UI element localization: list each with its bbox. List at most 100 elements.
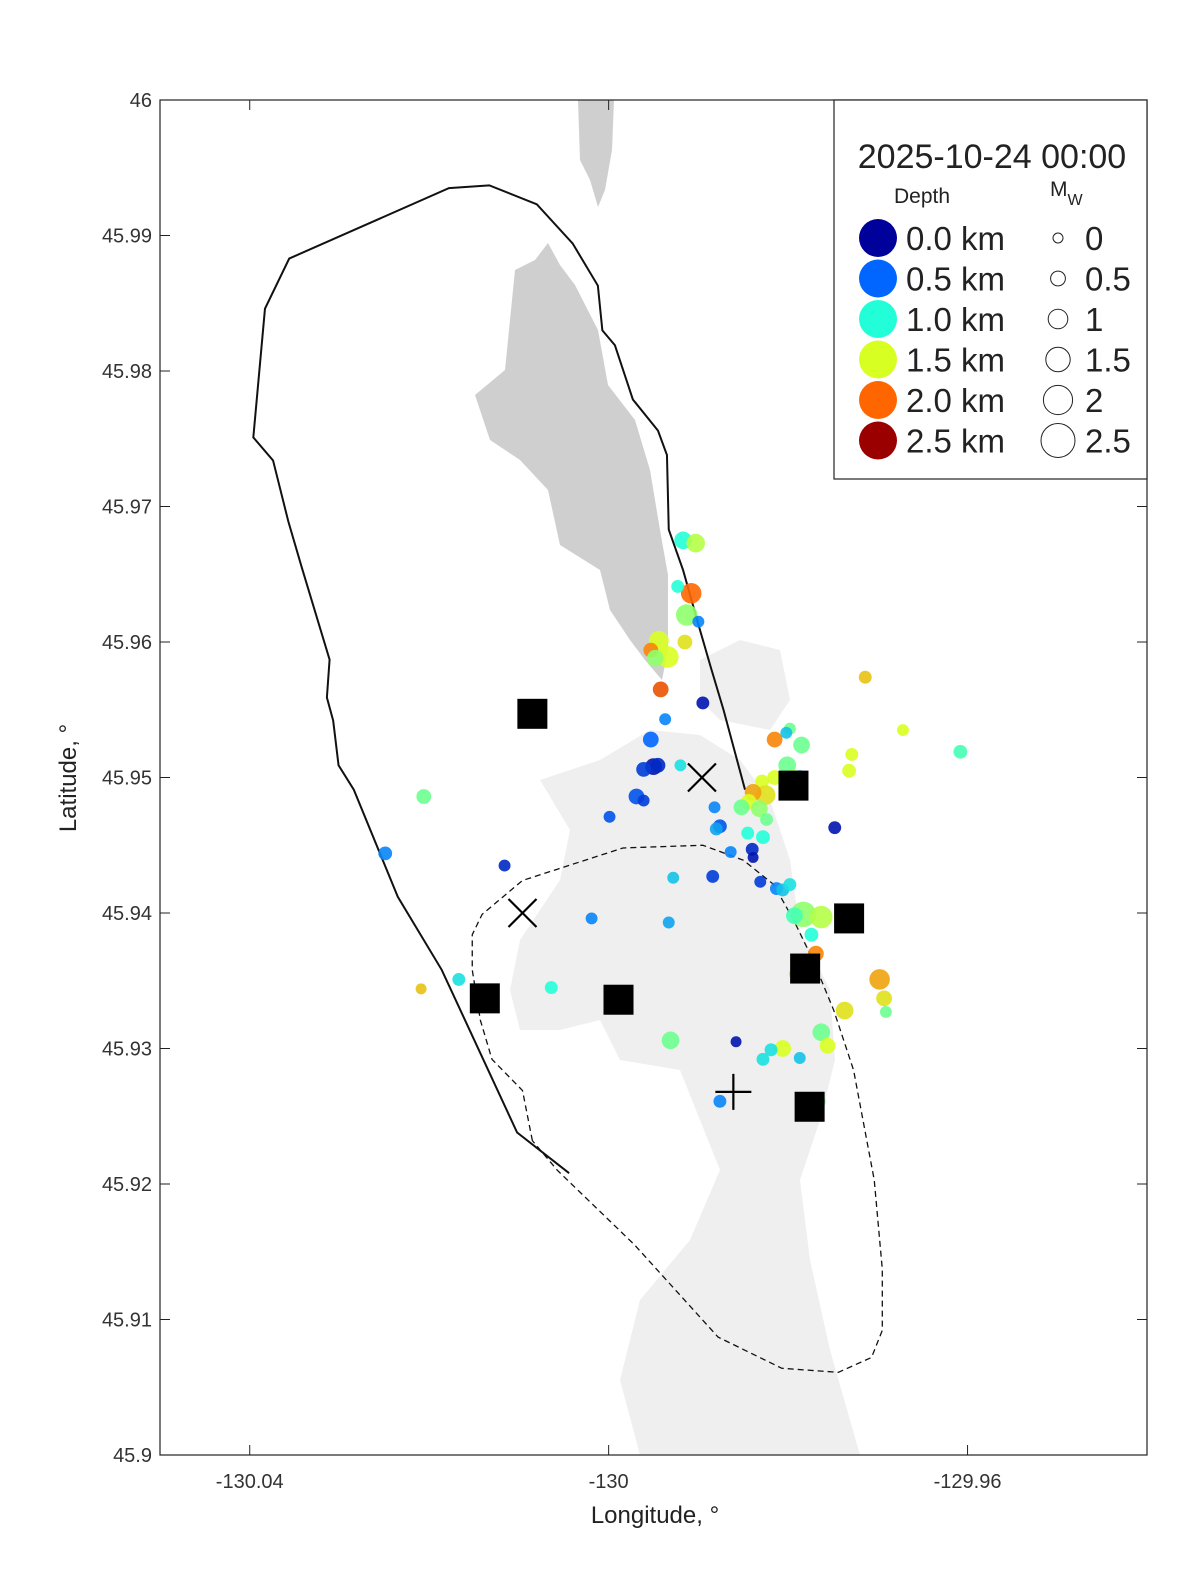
depth-swatch bbox=[859, 259, 897, 298]
outlines bbox=[252, 184, 883, 1374]
event bbox=[804, 927, 819, 942]
depth-swatch bbox=[859, 219, 897, 257]
depth-label: 2.5 km bbox=[906, 423, 1005, 460]
event bbox=[415, 983, 427, 995]
x-tick-label: -129.96 bbox=[934, 1471, 1002, 1493]
event bbox=[786, 907, 803, 925]
mw-swatch bbox=[1042, 384, 1074, 416]
event bbox=[636, 761, 652, 777]
y-tick-label: 45.95 bbox=[102, 768, 152, 790]
legend-title: 2025-10-24 00:00 bbox=[858, 138, 1126, 176]
event bbox=[416, 789, 432, 804]
mw-swatch bbox=[1040, 423, 1076, 458]
event bbox=[709, 822, 723, 836]
markers bbox=[469, 698, 865, 1122]
event bbox=[793, 1052, 806, 1064]
depth-swatch bbox=[859, 381, 897, 419]
event bbox=[671, 580, 685, 593]
event bbox=[767, 770, 783, 785]
event bbox=[708, 801, 721, 814]
station bbox=[794, 1091, 825, 1122]
event bbox=[810, 905, 833, 929]
plus-marker bbox=[715, 1073, 752, 1110]
mw-swatch bbox=[1050, 270, 1066, 287]
mw-swatch bbox=[1047, 308, 1069, 330]
event bbox=[760, 813, 773, 826]
event bbox=[774, 1040, 792, 1057]
mw-title-main: M bbox=[1050, 178, 1068, 201]
depth-label: 1.0 km bbox=[906, 301, 1005, 338]
station bbox=[469, 983, 500, 1014]
depth-swatch bbox=[859, 421, 897, 460]
station bbox=[790, 953, 821, 984]
x-tick-label: -130.04 bbox=[216, 1471, 284, 1493]
event bbox=[674, 759, 687, 772]
event bbox=[696, 696, 710, 710]
mw-label: 0.5 bbox=[1085, 261, 1131, 298]
event bbox=[780, 726, 793, 739]
outline bbox=[252, 184, 746, 1174]
x-tick-label: -130 bbox=[589, 1471, 629, 1493]
y-tick-label: 45.91 bbox=[102, 1310, 152, 1332]
event bbox=[896, 724, 909, 737]
mw-label: 0 bbox=[1085, 220, 1103, 257]
station bbox=[603, 984, 634, 1015]
event bbox=[498, 859, 511, 872]
event bbox=[680, 582, 702, 604]
event bbox=[642, 731, 659, 748]
event bbox=[876, 990, 892, 1007]
axes: -130.04 -130 -129.96 45.9 45.91 45.92 45.93 45.… bbox=[102, 90, 1147, 1493]
event bbox=[751, 800, 768, 818]
event bbox=[879, 1005, 892, 1018]
event bbox=[659, 713, 672, 726]
shallow-region bbox=[510, 730, 860, 1455]
event bbox=[858, 670, 872, 684]
y-tick-label: 45.9 bbox=[113, 1445, 152, 1467]
event bbox=[869, 969, 890, 990]
event bbox=[756, 1052, 770, 1066]
event bbox=[378, 846, 393, 861]
event bbox=[585, 912, 598, 925]
event bbox=[756, 830, 770, 845]
mw-title: MW bbox=[1050, 178, 1084, 209]
event bbox=[650, 757, 666, 773]
depth-label: 0.5 km bbox=[906, 261, 1005, 298]
event bbox=[819, 1037, 836, 1054]
station bbox=[778, 770, 809, 801]
depth-swatch bbox=[859, 300, 897, 338]
mw-title-sub: W bbox=[1068, 192, 1084, 209]
y-tick-label: 45.93 bbox=[102, 1039, 152, 1061]
depth-label: 2.0 km bbox=[906, 382, 1005, 419]
event bbox=[544, 981, 558, 994]
event bbox=[764, 1043, 778, 1057]
mw-label: 1.5 bbox=[1085, 342, 1131, 379]
y-tick-label: 45.99 bbox=[102, 226, 152, 248]
y-tick-label: 45.96 bbox=[102, 632, 152, 654]
event bbox=[652, 681, 669, 698]
cross-marker bbox=[507, 898, 538, 928]
event bbox=[603, 810, 616, 823]
mw-swatch bbox=[1045, 346, 1071, 373]
event bbox=[662, 916, 675, 929]
mw-swatch bbox=[1052, 232, 1064, 244]
event bbox=[686, 533, 705, 553]
y-axis-label: Latitude, ° bbox=[55, 724, 82, 832]
event bbox=[755, 774, 769, 789]
x-axis-label: Longitude, ° bbox=[591, 1502, 719, 1529]
event bbox=[692, 615, 705, 628]
station bbox=[517, 698, 548, 729]
event bbox=[812, 1023, 831, 1042]
event bbox=[713, 1094, 727, 1108]
event bbox=[783, 878, 797, 891]
event bbox=[724, 846, 737, 858]
event bbox=[452, 972, 466, 986]
mw-label: 1 bbox=[1085, 301, 1103, 338]
event bbox=[754, 875, 767, 888]
y-tick-label: 45.92 bbox=[102, 1174, 152, 1196]
y-tick-label: 46 bbox=[130, 90, 152, 112]
station bbox=[834, 903, 865, 934]
depth-label: 0.0 km bbox=[906, 220, 1005, 257]
event bbox=[646, 649, 664, 667]
event bbox=[793, 736, 810, 754]
